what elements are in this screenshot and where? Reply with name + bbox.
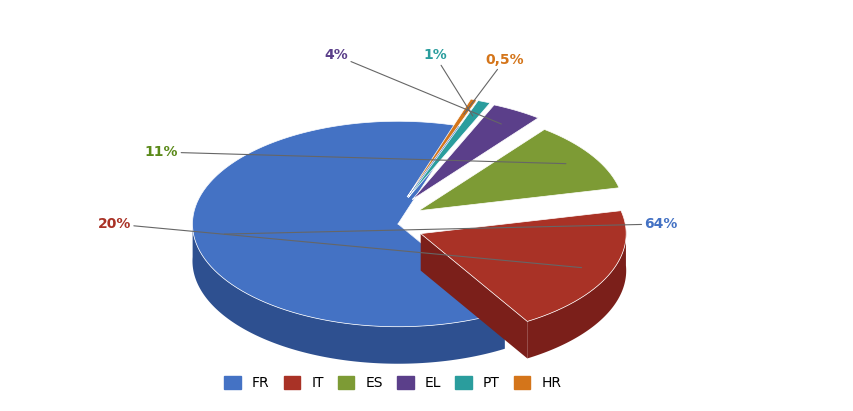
Polygon shape: [526, 229, 625, 358]
Polygon shape: [421, 211, 625, 321]
Legend: FR, IT, ES, EL, PT, HR: FR, IT, ES, EL, PT, HR: [218, 371, 566, 396]
Text: 20%: 20%: [97, 217, 581, 268]
Text: 0,5%: 0,5%: [463, 53, 524, 114]
Polygon shape: [407, 99, 476, 197]
Polygon shape: [192, 220, 504, 364]
Polygon shape: [418, 129, 618, 211]
Polygon shape: [421, 233, 526, 358]
Polygon shape: [408, 101, 490, 197]
Polygon shape: [192, 121, 504, 327]
Text: 1%: 1%: [422, 48, 473, 116]
Text: 64%: 64%: [224, 217, 677, 234]
Polygon shape: [397, 224, 504, 349]
Text: 4%: 4%: [324, 48, 501, 124]
Text: 11%: 11%: [145, 145, 566, 164]
Polygon shape: [412, 105, 537, 199]
